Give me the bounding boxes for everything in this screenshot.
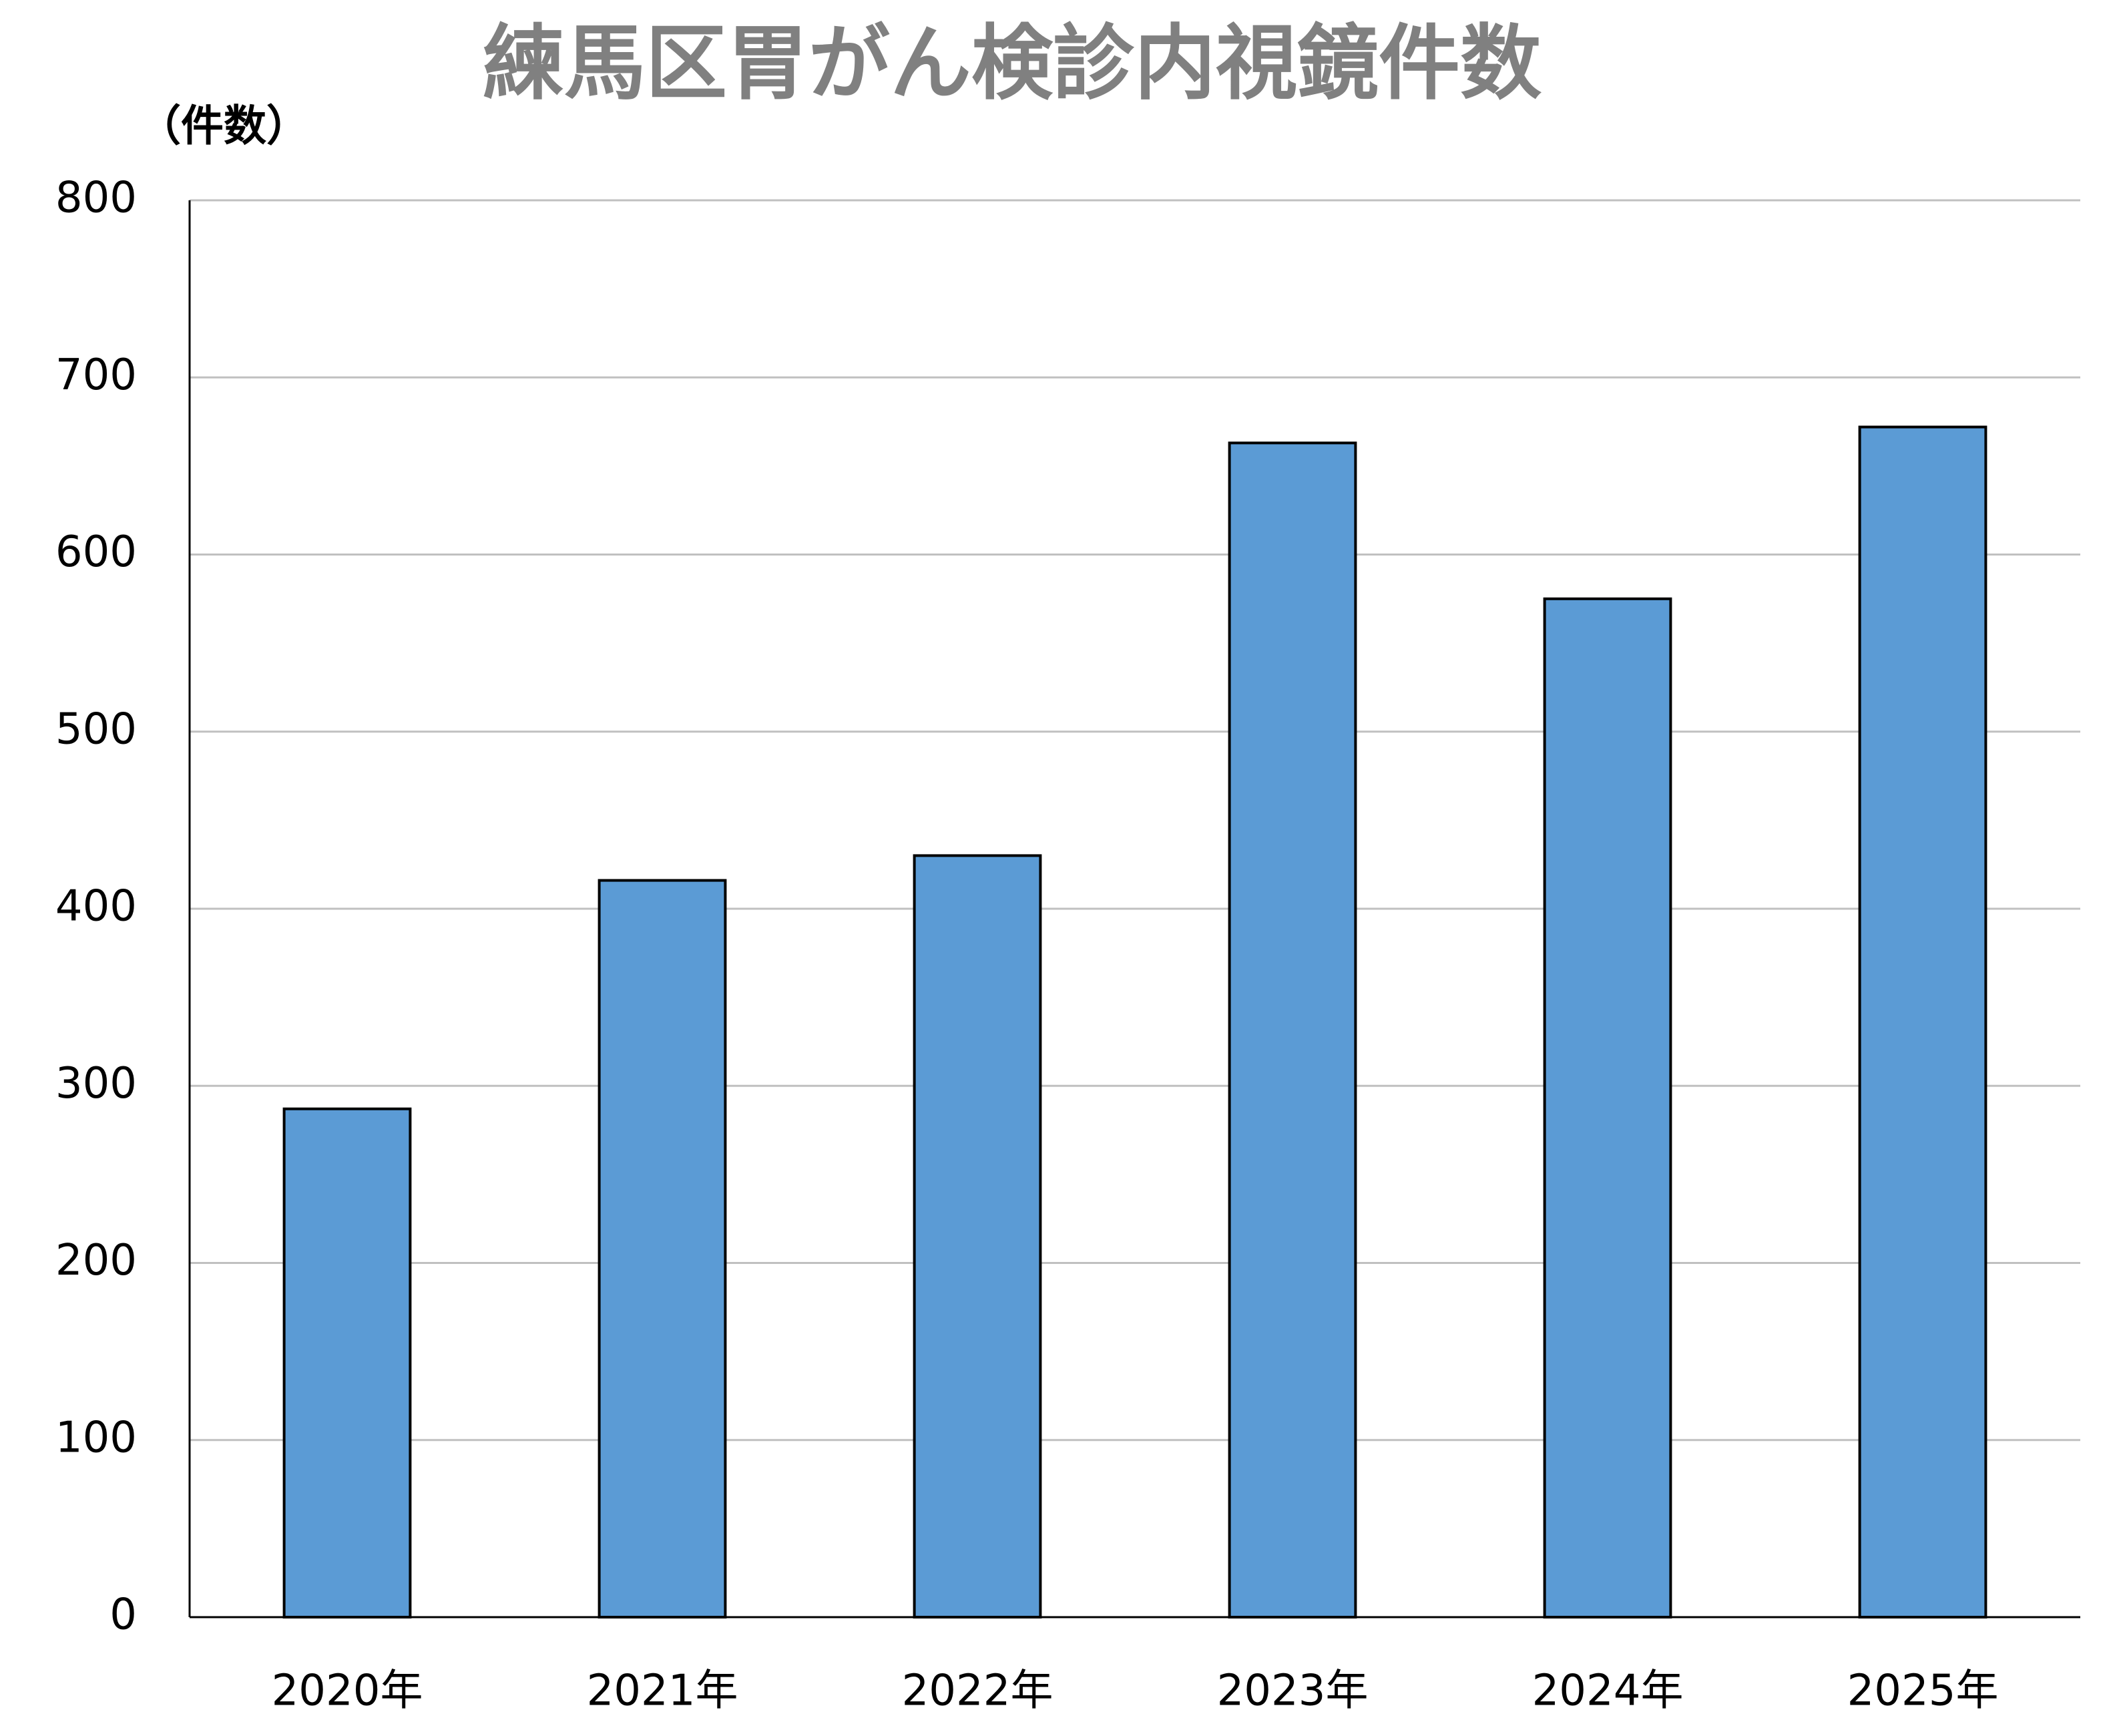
y-tick-label: 300 xyxy=(55,1059,137,1108)
x-tick-label: 2023年 xyxy=(1217,1667,1369,1716)
y-tick-label: 800 xyxy=(55,174,137,223)
y-tick-label: 100 xyxy=(55,1413,137,1462)
y-tick-label: 400 xyxy=(55,882,137,931)
bar xyxy=(1858,425,1987,1618)
y-tick-label: 500 xyxy=(55,704,137,754)
x-tick-label: 2022年 xyxy=(902,1667,1053,1716)
x-tick-label: 2024年 xyxy=(1532,1667,1684,1716)
y-tick-label: 0 xyxy=(109,1590,137,1640)
x-tick-label: 2021年 xyxy=(587,1667,738,1716)
chart-title: 練馬区胃がん検診内視鏡件数 xyxy=(483,16,1542,111)
bar xyxy=(282,1107,412,1619)
bar xyxy=(913,854,1042,1618)
x-tick-label: 2020年 xyxy=(272,1667,423,1716)
y-tick-label: 700 xyxy=(55,351,137,400)
y-tick-label: 200 xyxy=(55,1236,137,1285)
x-tick-label: 2025年 xyxy=(1847,1667,1999,1716)
y-axis-label: （件数） xyxy=(138,102,309,152)
y-tick-label: 600 xyxy=(55,527,137,577)
bar xyxy=(1543,597,1672,1618)
bar xyxy=(598,879,727,1618)
bar xyxy=(1228,441,1357,1619)
